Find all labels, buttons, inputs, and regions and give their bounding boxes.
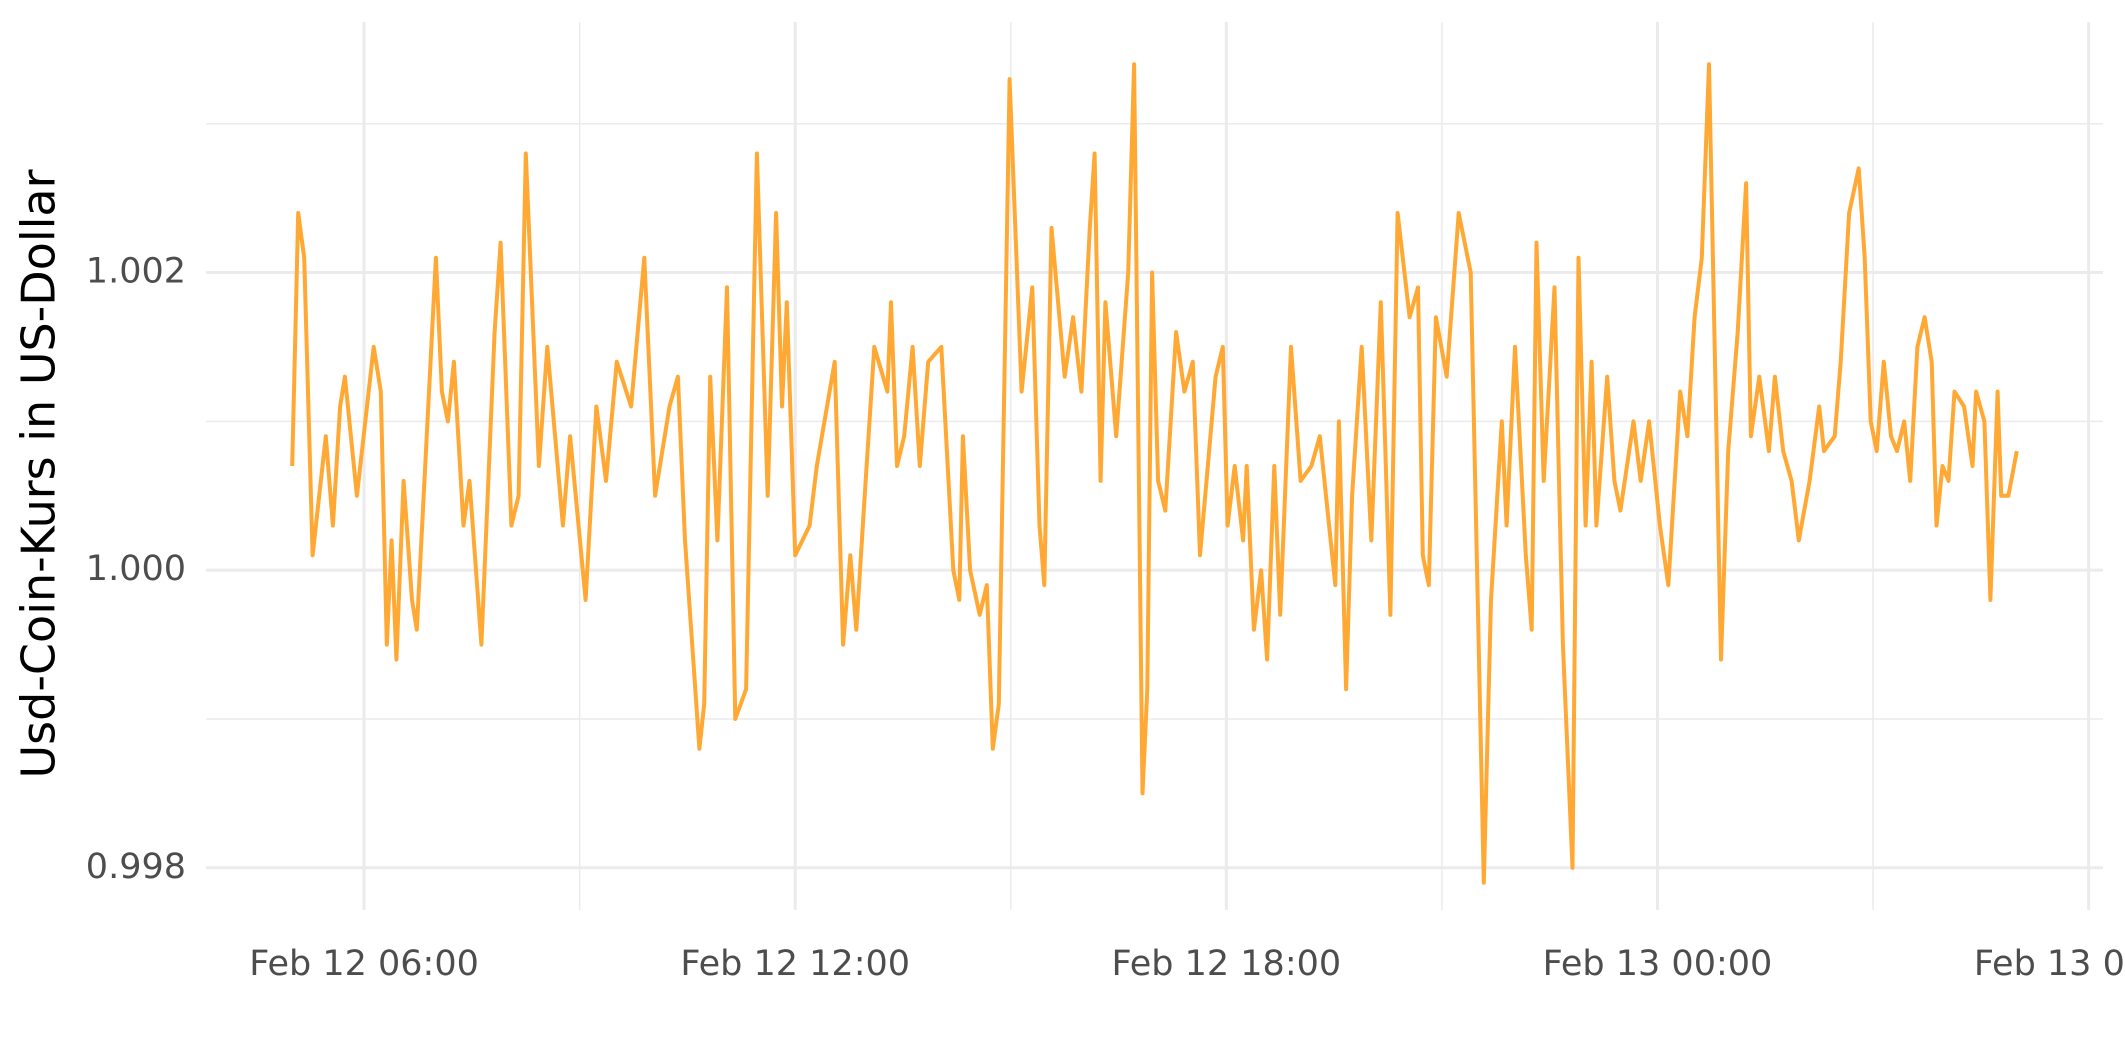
x-tick-label: Feb 13 06:00 xyxy=(1974,944,2125,984)
y-tick-label: 1.002 xyxy=(86,252,186,292)
y-tick-label: 1.000 xyxy=(86,549,186,589)
y-axis-title: Usd-Coin-Kurs in US-Dollar xyxy=(12,169,66,778)
y-tick-label: 0.998 xyxy=(86,847,186,887)
line xyxy=(290,62,2019,885)
x-tick-label: Feb 12 18:00 xyxy=(1112,944,1342,984)
x-tick-label: Feb 12 12:00 xyxy=(680,944,910,984)
x-tick-label: Feb 12 06:00 xyxy=(249,944,479,984)
x-tick-label: Feb 13 00:00 xyxy=(1543,944,1773,984)
